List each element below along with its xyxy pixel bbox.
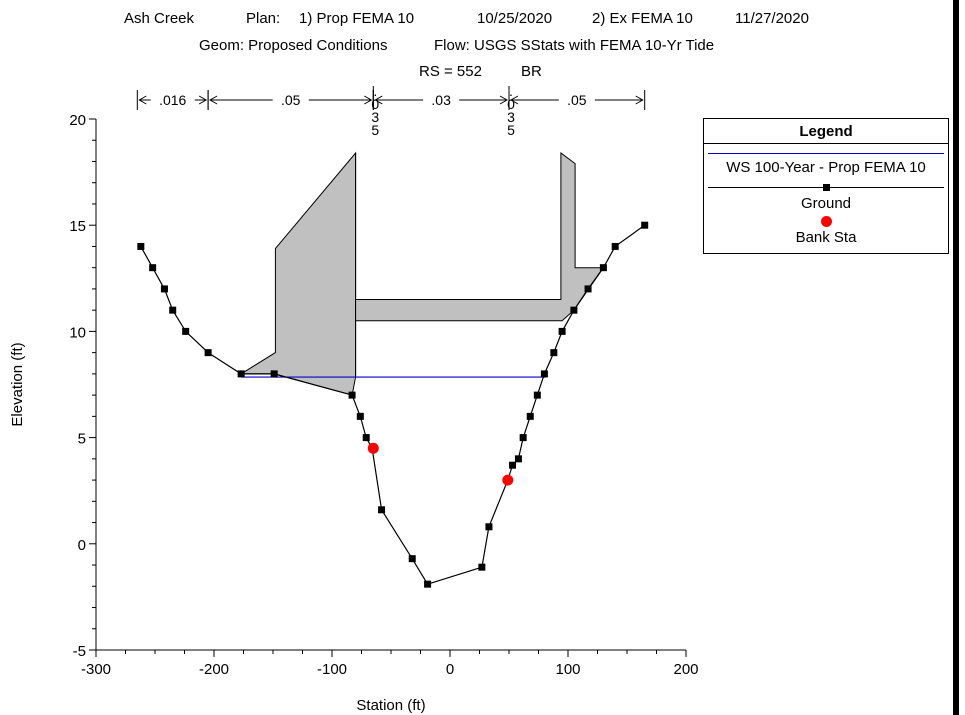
y-tick-label-0: -5 bbox=[73, 643, 86, 660]
header-type: BR bbox=[521, 63, 542, 80]
n-arrowhead-1-a bbox=[209, 95, 218, 105]
header-date1: 10/25/2020 bbox=[477, 10, 553, 27]
header-flow: Flow: USGS SStats with FEMA 10-Yr Tide bbox=[434, 37, 715, 54]
x-tick-label-0: -300 bbox=[81, 661, 111, 678]
y-tick-label-4: 15 bbox=[69, 218, 86, 235]
n-label-2-char-0: . bbox=[373, 83, 377, 99]
ground-point-23 bbox=[540, 370, 548, 378]
ground-point-30 bbox=[641, 221, 649, 229]
header-project: Ash Creek bbox=[124, 10, 195, 27]
n-arrowhead-3-b bbox=[499, 95, 509, 105]
n-label-3: .03 bbox=[431, 92, 451, 108]
ground-point-5 bbox=[204, 349, 212, 357]
ground-point-14 bbox=[424, 580, 432, 588]
ground-point-13 bbox=[408, 555, 416, 563]
header-geom: Geom: Proposed Conditions bbox=[199, 37, 388, 54]
ground-point-15 bbox=[478, 563, 486, 571]
ground-point-29 bbox=[611, 242, 619, 250]
legend-bank-label: Bank Sta bbox=[795, 229, 857, 246]
legend-ground-label: Ground bbox=[800, 195, 852, 212]
n-arrowhead-5-a bbox=[509, 95, 519, 105]
n-label-4-char-0: . bbox=[509, 83, 513, 99]
y-axis-title: Elevation (ft) bbox=[9, 342, 26, 426]
y-tick-label-1: 0 bbox=[78, 537, 86, 554]
ground-point-18 bbox=[509, 461, 517, 469]
ground-point-22 bbox=[533, 391, 541, 399]
n-label-2-char-3: 5 bbox=[371, 122, 379, 138]
ground-point-21 bbox=[526, 412, 534, 420]
legend-ws-swatch bbox=[708, 153, 944, 154]
ground-point-0 bbox=[137, 242, 145, 250]
ground-point-27 bbox=[584, 285, 592, 293]
ground-point-26 bbox=[570, 306, 578, 314]
legend: Legend WS 100-Year - Prop FEMA 10 Ground… bbox=[703, 118, 949, 254]
legend-ground-marker bbox=[823, 184, 830, 191]
n-label-0: .016 bbox=[159, 92, 186, 108]
ground-point-3 bbox=[169, 306, 177, 314]
bank-station-1 bbox=[502, 474, 514, 486]
window-edge bbox=[953, 0, 959, 715]
n-label-5: .05 bbox=[567, 92, 587, 108]
ground-point-28 bbox=[599, 264, 607, 272]
y-tick-label-3: 10 bbox=[69, 324, 86, 341]
header-plan1: 1) Prop FEMA 10 bbox=[299, 10, 415, 27]
legend-bank-marker bbox=[821, 216, 832, 227]
ground-point-7 bbox=[270, 370, 278, 378]
x-tick-label-3: 0 bbox=[446, 661, 454, 678]
ground-point-12 bbox=[378, 506, 386, 514]
x-tick-label-2: -100 bbox=[317, 661, 347, 678]
n-arrowhead-1-b bbox=[364, 95, 373, 105]
x-tick-label-4: 100 bbox=[555, 661, 580, 678]
bridge-abutment-left bbox=[239, 151, 357, 396]
ground-point-24 bbox=[550, 349, 558, 357]
legend-title: Legend bbox=[799, 123, 853, 140]
bank-station-0 bbox=[367, 442, 379, 454]
y-tick-label-5: 20 bbox=[69, 112, 86, 129]
ground-point-2 bbox=[160, 285, 168, 293]
n-arrowhead-0-b bbox=[198, 95, 208, 105]
ground-point-8 bbox=[348, 391, 356, 399]
ground-point-9 bbox=[356, 412, 364, 420]
n-label-4-char-3: 5 bbox=[507, 122, 515, 138]
y-tick-label-2: 5 bbox=[78, 431, 86, 448]
n-label-1: .05 bbox=[281, 92, 301, 108]
ground-point-6 bbox=[237, 370, 245, 378]
n-label-4-char-2: 3 bbox=[507, 109, 515, 125]
x-tick-label-5: 200 bbox=[673, 661, 698, 678]
ground-point-10 bbox=[362, 434, 370, 442]
x-axis-title: Station (ft) bbox=[356, 697, 425, 714]
ground-point-25 bbox=[558, 327, 566, 335]
x-tick-label-1: -200 bbox=[199, 661, 229, 678]
ground-point-16 bbox=[485, 523, 493, 531]
n-label-4-char-1: 0 bbox=[507, 96, 515, 112]
legend-ws-label: WS 100-Year - Prop FEMA 10 bbox=[726, 159, 926, 176]
header-plan2: 2) Ex FEMA 10 bbox=[592, 10, 693, 27]
ground-point-1 bbox=[149, 264, 157, 272]
header-rs: RS = 552 bbox=[419, 63, 482, 80]
n-arrowhead-0-a bbox=[138, 95, 147, 105]
n-arrowhead-3-a bbox=[374, 95, 383, 105]
legend-divider bbox=[704, 143, 948, 144]
bridge-deck bbox=[355, 152, 605, 378]
header-plan-label: Plan: bbox=[246, 10, 281, 27]
ground-point-20 bbox=[519, 434, 527, 442]
n-label-2-char-2: 3 bbox=[371, 109, 379, 125]
n-label-2-char-1: 0 bbox=[371, 96, 379, 112]
ground-point-19 bbox=[514, 455, 522, 463]
n-arrowhead-5-b bbox=[635, 95, 644, 105]
ground-point-4 bbox=[182, 327, 190, 335]
header-date2: 11/27/2020 bbox=[735, 10, 809, 27]
